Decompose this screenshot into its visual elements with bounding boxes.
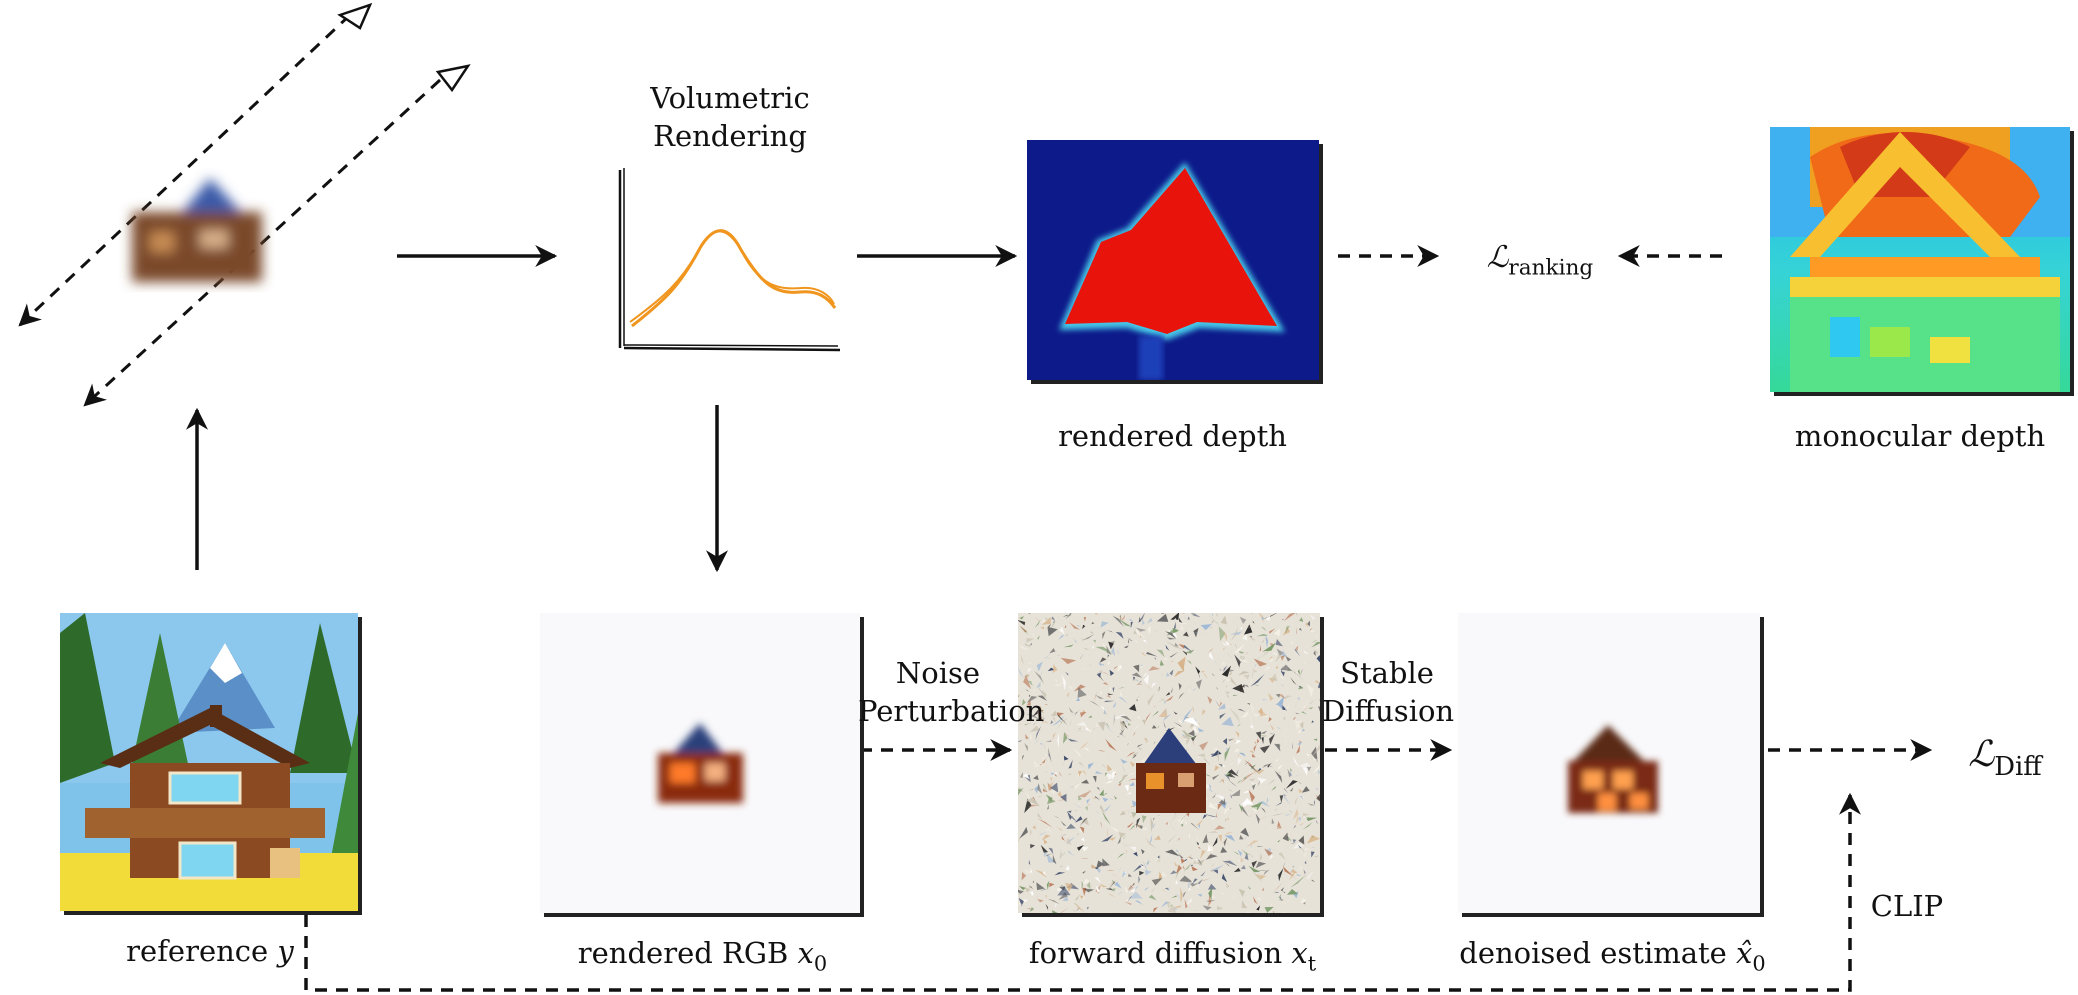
stable-diffusion-label: Stable Diffusion: [1322, 656, 1455, 728]
loss-ranking-label: ℒranking: [1486, 240, 1594, 281]
loss-diff-label: ℒDiff: [1968, 734, 2042, 783]
blurry-house-image: [132, 178, 262, 282]
rendered-rgb-label: rendered RGB x0: [577, 936, 828, 976]
rendered-depth-image: [1027, 140, 1319, 380]
noise-perturbation-label: Noise Perturbation: [858, 656, 1045, 728]
rgb-blurry-house: [658, 723, 743, 803]
depth-triangle: [1059, 162, 1285, 380]
camera-icon-2: [435, 64, 471, 93]
clip-label: CLIP: [1870, 889, 1944, 923]
forward-diffusion-label: forward diffusion xt: [1028, 936, 1317, 976]
reference-cabin-illustration: [60, 613, 358, 911]
reference-label: reference y: [126, 934, 294, 968]
monocular-depth-house: [1770, 127, 2070, 392]
rendered-depth-label: rendered depth: [1058, 419, 1287, 453]
monocular-depth-label: monocular depth: [1794, 419, 2046, 453]
camera-rays: [18, 2, 471, 407]
reference-image: [60, 613, 358, 911]
rendered-rgb-image: [540, 613, 860, 913]
denoised-house: [1568, 725, 1658, 813]
denoised-estimate-image: [1458, 613, 1760, 913]
denoised-estimate-label: denoised estimate x̂0: [1459, 936, 1766, 976]
monocular-depth-image: [1770, 127, 2070, 392]
forward-diffusion-image: [1018, 613, 1320, 913]
arrow-clip-path: [304, 792, 1861, 992]
volumetric-rendering-label: Volumetric Rendering: [650, 81, 810, 153]
volumetric-plot: [618, 168, 841, 352]
camera-icon-1: [337, 2, 373, 30]
noise-texture: [1018, 613, 1320, 913]
